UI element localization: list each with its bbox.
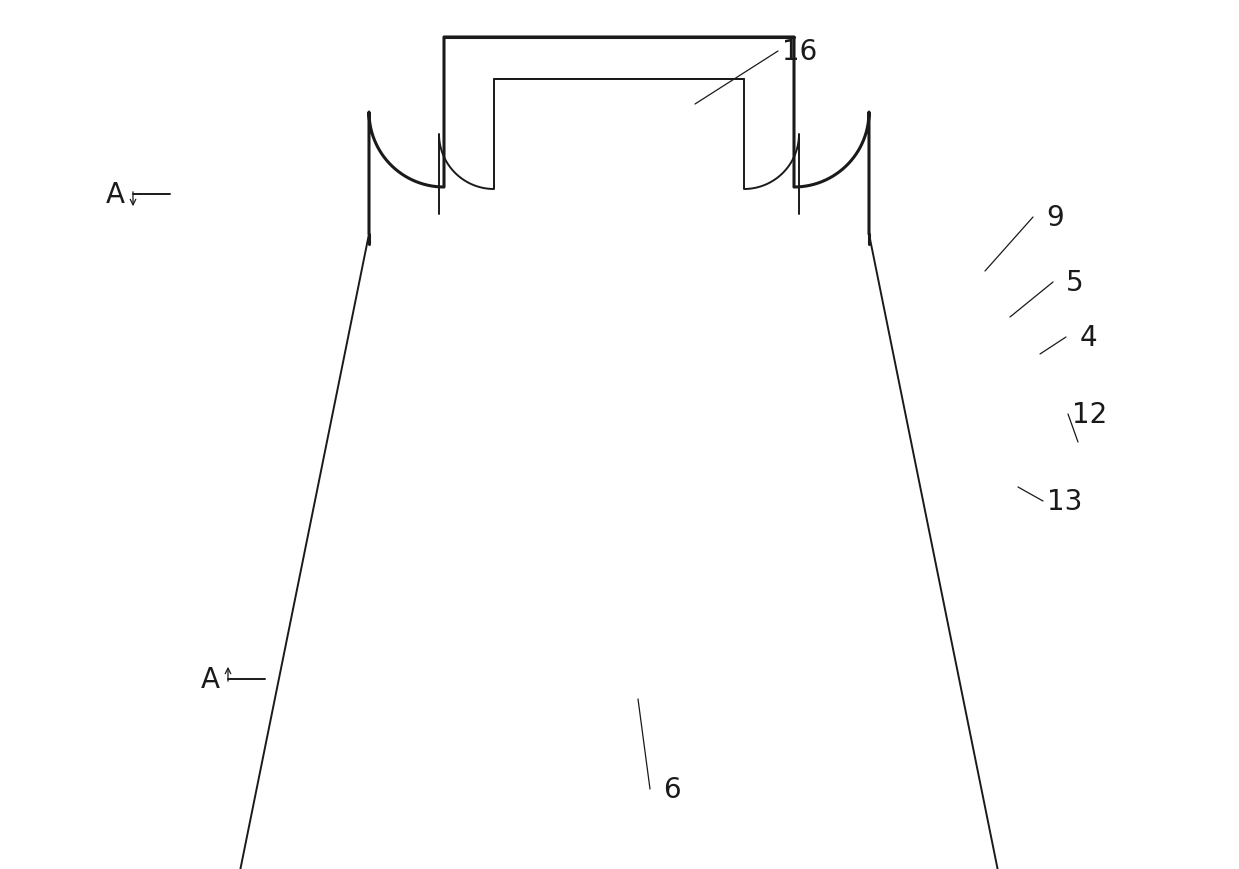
Text: 16: 16	[782, 38, 818, 66]
Text: 9: 9	[1046, 203, 1064, 232]
Text: 13: 13	[1047, 488, 1083, 515]
Text: A: A	[201, 666, 219, 693]
Text: A: A	[105, 181, 124, 209]
Text: 6: 6	[663, 775, 680, 803]
Text: 5: 5	[1067, 269, 1084, 296]
Text: 4: 4	[1079, 323, 1097, 352]
Text: 12: 12	[1073, 401, 1108, 428]
